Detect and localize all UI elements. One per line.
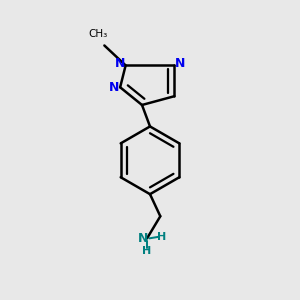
Text: N: N	[109, 81, 119, 94]
Text: CH₃: CH₃	[88, 29, 107, 39]
Text: N: N	[175, 56, 185, 70]
Text: H: H	[142, 246, 152, 256]
Text: H: H	[157, 232, 166, 242]
Text: N: N	[115, 56, 125, 70]
Text: N: N	[138, 232, 149, 245]
